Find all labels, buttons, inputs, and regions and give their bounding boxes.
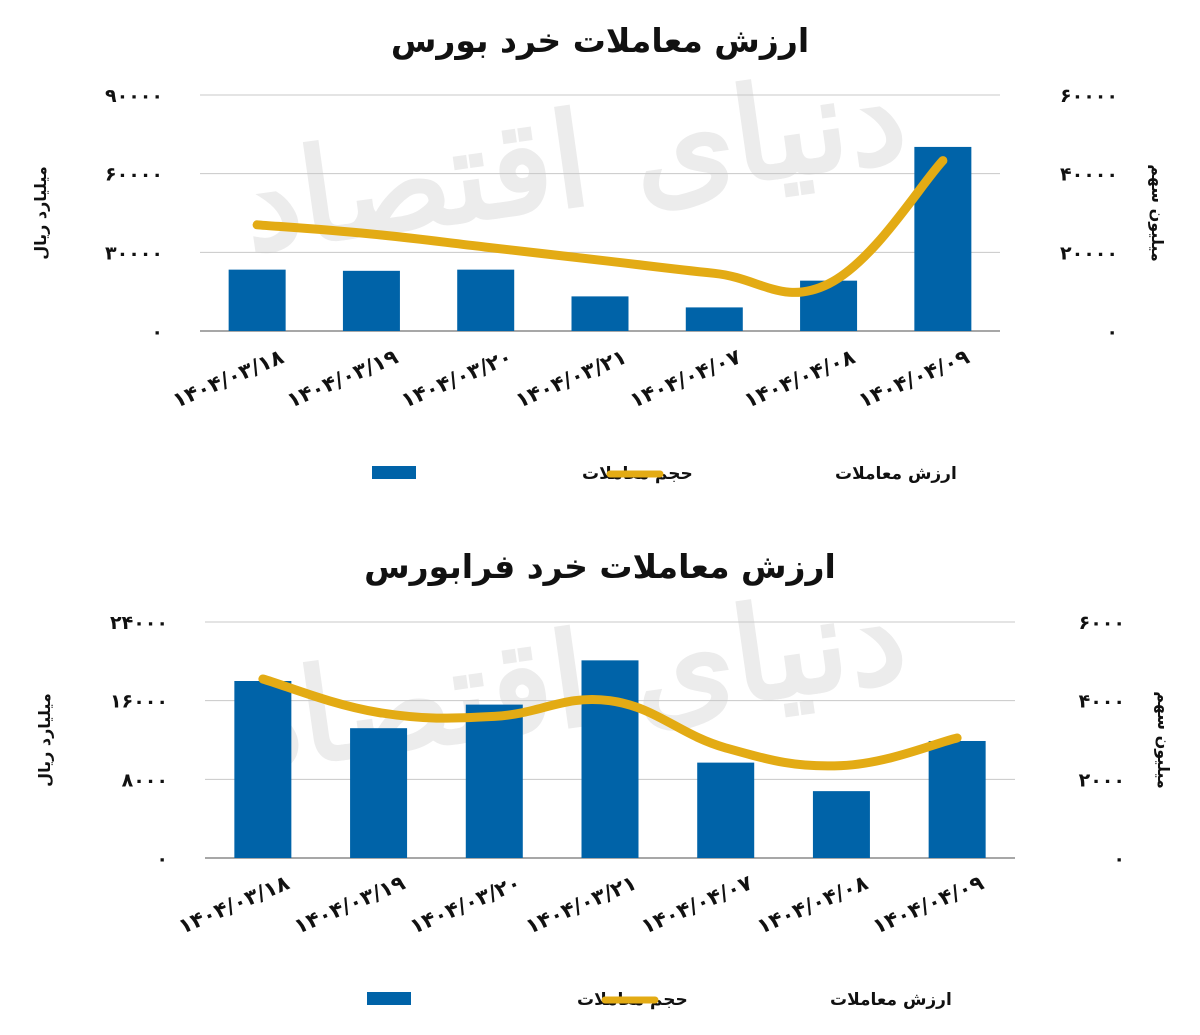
x-tick-label: ۱۴۰۴/۰۳/۱۹ <box>283 344 401 412</box>
watermark-logo: دنیای اقتصاد <box>232 38 914 282</box>
y-right-tick-label: ۲۰۰۰۰ <box>1060 242 1118 264</box>
bar-3 <box>465 704 523 858</box>
legend-label-value: ارزش معاملات <box>830 990 952 1010</box>
chart-title: ارزش معاملات خرد بورس <box>391 21 809 61</box>
x-tick-label: ۱۴۰۴/۰۳/۱۸ <box>169 344 287 412</box>
chart-panel-bourse: دنیای اقتصاد ارزش معاملات خرد بورس ۰ ۳۰۰۰۰ ۶… <box>0 0 1200 515</box>
bar-4 <box>571 296 629 331</box>
x-tick-label: ۱۴۰۴/۰۴/۰۸ <box>753 870 871 938</box>
y-left-tick-label: ۳۰۰۰۰ <box>105 242 163 264</box>
bar-1 <box>228 269 286 331</box>
bar-5 <box>697 762 755 858</box>
y-right-tick-label: ۴۰۰۰۰ <box>1060 164 1118 186</box>
y-left-tick-label: ۰ <box>156 848 168 870</box>
bar-2 <box>350 728 408 858</box>
bar-3 <box>457 269 515 331</box>
x-tick-label: ۱۴۰۴/۰۳/۲۰ <box>406 871 524 939</box>
x-tick-label: ۱۴۰۴/۰۴/۰۸ <box>741 344 859 412</box>
y-left-tick-label: ۸۰۰۰ <box>122 769 168 791</box>
bar-6 <box>812 791 870 858</box>
y-right-tick-label: ۲۰۰۰ <box>1079 769 1125 791</box>
y-right-axis-label: میلیون سهم <box>1148 164 1167 262</box>
bar-7 <box>928 740 986 858</box>
chart-title: ارزش معاملات خرد فرابورس <box>364 547 836 587</box>
y-left-axis-label: میلیارد ریال <box>31 166 50 260</box>
x-tick-label: ۱۴۰۴/۰۳/۱۸ <box>175 870 293 938</box>
y-left-tick-label: ۰ <box>151 321 163 343</box>
y-left-axis-label: میلیارد ریال <box>35 693 54 787</box>
bar-1 <box>234 681 292 858</box>
y-right-tick-label: ۰ <box>1106 321 1118 343</box>
x-tick-label: ۱۴۰۴/۰۳/۲۱ <box>512 345 630 413</box>
y-left-tick-label: ۶۰۰۰۰ <box>105 164 163 186</box>
y-right-tick-label: ۰ <box>1113 848 1125 870</box>
x-tick-label: ۱۴۰۴/۰۴/۰۹ <box>869 870 987 938</box>
x-tick-label: ۱۴۰۴/۰۳/۲۱ <box>522 871 640 939</box>
bar-7 <box>914 146 972 331</box>
x-tick-label: ۱۴۰۴/۰۴/۰۹ <box>855 344 973 412</box>
y-right-axis-label: میلیون سهم <box>1154 691 1173 789</box>
y-left-tick-label: ۹۰۰۰۰ <box>105 85 163 107</box>
y-right-tick-label: ۴۰۰۰ <box>1079 691 1125 713</box>
legend-swatch-volume <box>372 466 416 479</box>
legend-swatch-volume <box>367 992 411 1005</box>
y-left-tick-label: ۱۶۰۰۰ <box>110 691 168 713</box>
bar-5 <box>685 307 743 331</box>
x-tick-label: ۱۴۰۴/۰۴/۰۷ <box>626 344 744 412</box>
x-tick-label: ۱۴۰۴/۰۳/۱۹ <box>291 870 409 938</box>
y-left-tick-label: ۲۴۰۰۰ <box>110 612 168 634</box>
bar-4 <box>581 660 639 858</box>
legend-label-value: ارزش معاملات <box>835 464 957 484</box>
x-tick-label: ۱۴۰۴/۰۳/۲۰ <box>398 345 516 413</box>
y-right-tick-label: ۶۰۰۰ <box>1079 612 1125 634</box>
y-right-tick-label: ۶۰۰۰۰ <box>1060 85 1118 107</box>
chart-panel-farabourse: دنیای اقتصاد ارزش معاملات خرد فرابورس ۰ ۸۰۰… <box>0 520 1200 1035</box>
bar-2 <box>342 270 400 331</box>
x-tick-label: ۱۴۰۴/۰۴/۰۷ <box>638 870 756 938</box>
